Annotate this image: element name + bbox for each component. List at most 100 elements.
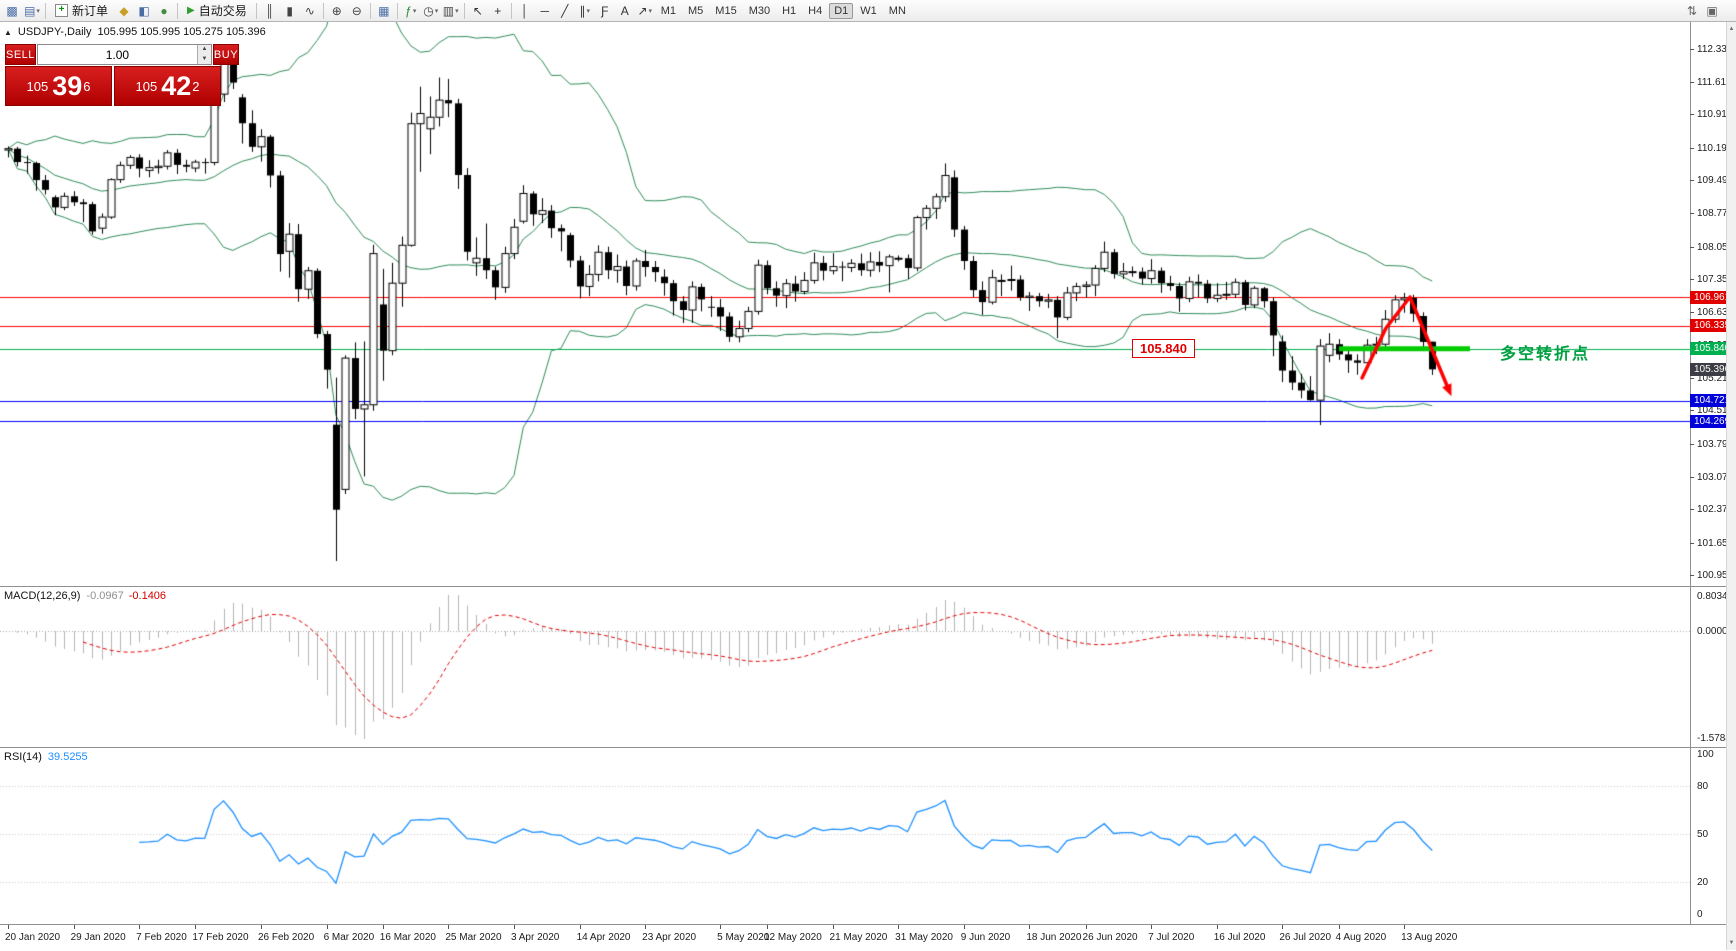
dropdown-arrow-icon: ▾ xyxy=(412,7,417,15)
date-label: 16 Mar 2020 xyxy=(379,932,436,943)
rsi-panel-splitter[interactable] xyxy=(0,747,1736,748)
time-axis-tick xyxy=(1339,925,1340,929)
macd-panel-splitter[interactable] xyxy=(0,586,1736,587)
profiles-icon[interactable]: ▤ ▾ xyxy=(24,3,40,18)
time-axis[interactable]: 20 Jan 2020 29 Jan 2020 7 Feb 2020 17 Feb 2… xyxy=(0,924,1736,951)
new-order-label: 新订单 xyxy=(72,4,109,18)
date-label: 7 Feb 2020 xyxy=(136,932,187,943)
timeframe-button-M5[interactable]: M5 xyxy=(683,3,708,19)
price-axis-tick xyxy=(1690,147,1694,149)
channel-icon[interactable]: ∥ ▾ xyxy=(579,3,590,18)
trendline-icon[interactable]: ╱ xyxy=(561,3,569,18)
timeframe-button-MN[interactable]: MN xyxy=(884,3,911,19)
price-axis-border xyxy=(1690,22,1691,924)
vertical-scrollbar[interactable]: ▲ ▼ xyxy=(1726,22,1736,950)
buy-price-handle: 105 xyxy=(135,78,158,94)
sell-price-pips: 39 xyxy=(52,70,83,101)
price-axis-tick xyxy=(1690,377,1694,379)
tile-windows-icon[interactable]: ▦ xyxy=(378,3,390,18)
price-axis-tick xyxy=(1690,48,1694,50)
price-axis-label: 112.330 xyxy=(1697,43,1733,55)
toolbar-separator xyxy=(45,2,46,19)
toolbar-separator xyxy=(463,2,465,19)
price-axis-tick xyxy=(1690,114,1694,116)
level-price-label[interactable]: 105.840 xyxy=(1132,338,1195,358)
chart-title: ▲ USDJPY-,Daily 105.995 105.995 105.275 … xyxy=(4,26,266,38)
timeframe-button-D1[interactable]: D1 xyxy=(829,2,854,19)
main-toolbar: ▩ ▤ ▾ + 新订单 ◆ ◧ ● ▶ 自动交易 ║ ▮ ∿ ⊕ ⊖ ▦ ƒ ▾ ◷ ▾ ▥ ▾ ↖ + │ ─ ╱ ∥ ▾… xyxy=(0,0,1736,22)
timeframe-button-M15[interactable]: M15 xyxy=(710,3,741,19)
timeframe-button-H4[interactable]: H4 xyxy=(803,3,827,19)
date-label: 7 Jul 2020 xyxy=(1148,932,1195,943)
dropdown-arrow-icon: ▾ xyxy=(648,7,653,15)
data-window-icon[interactable]: ◧ xyxy=(138,3,150,18)
time-axis-tick xyxy=(195,925,196,929)
toolbar-separator xyxy=(322,2,324,19)
volume-up-arrow[interactable]: ▲ xyxy=(197,45,211,55)
time-axis-tick xyxy=(1029,925,1030,929)
arrows-icon[interactable]: ↗ ▾ xyxy=(637,3,653,18)
time-axis-tick xyxy=(767,925,768,929)
timeframe-button-M1[interactable]: M1 xyxy=(656,3,681,19)
new-chart-icon[interactable]: ▩ xyxy=(6,3,18,18)
timeframe-button-W1[interactable]: W1 xyxy=(855,3,882,19)
new-order-button[interactable]: + 新订单 xyxy=(49,2,114,20)
zoom-out-icon[interactable]: ⊖ xyxy=(351,3,362,18)
cursor-icon[interactable]: ↖ xyxy=(472,3,483,18)
sell-price-button[interactable]: 105 39 6 xyxy=(5,66,112,106)
market-watch-icon[interactable]: ◆ xyxy=(119,3,129,18)
zoom-in-icon[interactable]: ⊕ xyxy=(331,3,342,18)
toolbar-separator xyxy=(510,2,512,19)
vertical-line-icon[interactable]: │ xyxy=(520,3,529,18)
sell-price-handle: 105 xyxy=(26,78,49,94)
indicators-icon[interactable]: ƒ ▾ xyxy=(405,3,417,18)
price-tag-104.269: 104.269 xyxy=(1690,414,1732,428)
date-label: 29 Jan 2020 xyxy=(70,932,126,943)
volume-down-arrow[interactable]: ▼ xyxy=(197,54,211,64)
macd-axis-label: -1.5784 xyxy=(1697,733,1731,744)
time-axis-tick xyxy=(1282,925,1283,929)
dropdown-arrow-icon: ▾ xyxy=(455,7,459,15)
buy-button[interactable]: BUY xyxy=(212,44,240,65)
pivot-note-text[interactable]: 多空转折点 xyxy=(1500,345,1591,363)
templates-icon[interactable]: ▥ ▾ xyxy=(442,3,459,18)
scroll-down-arrow[interactable]: ▼ xyxy=(1728,940,1735,946)
text-icon[interactable]: A xyxy=(620,3,629,18)
date-label: 4 Aug 2020 xyxy=(1335,932,1387,943)
price-axis-label: 110.190 xyxy=(1697,142,1733,154)
horizontal-line-icon[interactable]: ─ xyxy=(540,3,549,18)
timeframe-button-M30[interactable]: M30 xyxy=(744,3,775,19)
autotrade-button[interactable]: ▶ 自动交易 xyxy=(181,2,253,20)
main-price-chart[interactable] xyxy=(0,22,1690,586)
date-label: 9 Jun 2020 xyxy=(960,932,1011,943)
rsi-indicator-chart[interactable] xyxy=(0,748,1690,924)
macd-signal-value: -0.1406 xyxy=(128,590,167,602)
fibonacci-icon[interactable]: Ƒ xyxy=(601,3,609,18)
candlestick-icon[interactable]: ▮ xyxy=(286,3,294,18)
volume-input[interactable] xyxy=(37,45,197,64)
timeframe-button-H1[interactable]: H1 xyxy=(777,3,801,19)
price-axis-label: 103.070 xyxy=(1697,471,1734,483)
buy-price-button[interactable]: 105 42 2 xyxy=(114,66,221,106)
date-label: 26 Feb 2020 xyxy=(257,932,315,943)
date-label: 3 Apr 2020 xyxy=(510,932,560,943)
macd-indicator-chart[interactable] xyxy=(0,587,1690,747)
strategy-tester-icon[interactable]: ● xyxy=(160,3,168,18)
scroll-lock-icon[interactable]: ⇅ xyxy=(1686,4,1698,18)
date-label: 14 Apr 2020 xyxy=(576,932,631,943)
date-label: 18 Jun 2020 xyxy=(1026,932,1082,943)
crosshair-icon[interactable]: + xyxy=(494,3,502,18)
macd-label: MACD(12,26,9) -0.0967 -0.1406 xyxy=(4,590,166,602)
bar-chart-icon[interactable]: ║ xyxy=(265,3,274,18)
periods-icon[interactable]: ◷ ▾ xyxy=(423,3,439,18)
line-chart-icon[interactable]: ∿ xyxy=(304,3,315,18)
docking-icon[interactable]: ▣ xyxy=(1706,4,1718,18)
price-axis-label: 111.610 xyxy=(1697,77,1732,89)
time-axis-tick xyxy=(645,925,646,929)
price-axis-label: 110.910 xyxy=(1697,109,1733,121)
scroll-up-arrow[interactable]: ▲ xyxy=(1728,26,1735,32)
time-axis-tick xyxy=(74,925,75,929)
sell-button[interactable]: SELL xyxy=(5,44,36,65)
price-axis-tick xyxy=(1690,82,1694,84)
buy-price-pips: 42 xyxy=(161,70,192,101)
